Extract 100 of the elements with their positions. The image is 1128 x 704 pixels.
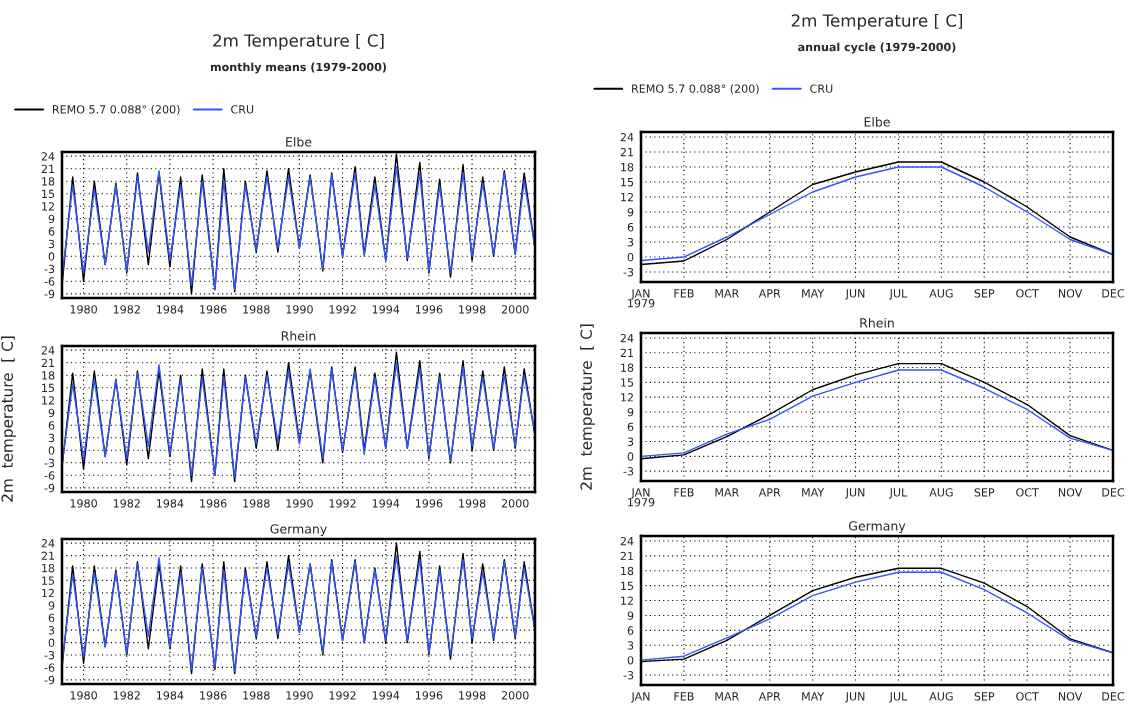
x-tick-label: AUG: [929, 488, 953, 497]
x-tick-label: 1984: [156, 305, 184, 314]
x-tick-label: 1994: [372, 691, 400, 700]
y-tick-label: 3: [627, 641, 634, 650]
x-tick-label: APR: [758, 692, 781, 701]
y-tick-label: 24: [41, 539, 55, 548]
x-tick-label: AUG: [929, 289, 953, 298]
x-tick-label: JUL: [889, 289, 908, 300]
y-tick-label: -3: [44, 650, 55, 660]
y-tick-label: 15: [42, 383, 55, 393]
x-tick-label: 1988: [243, 691, 270, 700]
y-tick-label: 9: [48, 601, 55, 610]
y-tick-label: 6: [48, 613, 55, 623]
x-tick-label: FEB: [674, 289, 694, 298]
x-tick-label: 1980: [70, 499, 97, 508]
x-tick-label: SEP: [974, 692, 995, 701]
x-tick-label: 1992: [329, 691, 356, 700]
x-tick-label: 1994: [372, 305, 400, 314]
y-tick-label: 18: [42, 371, 55, 380]
x-tick-label: 1990: [286, 305, 313, 314]
x-tick-label: 1986: [200, 499, 227, 508]
y-axis-title: 2m temperature [ C]: [580, 324, 595, 490]
y-tick-label: 21: [41, 164, 55, 173]
y-tick-label: 6: [48, 227, 55, 236]
y-tick-label: 3: [48, 626, 55, 635]
y-tick-label: 6: [627, 422, 634, 432]
y-tick-label: 18: [621, 363, 634, 372]
x-tick-label: 1990: [286, 691, 313, 700]
x-tick-label: 1986: [200, 305, 227, 314]
chart-title: Rhein: [281, 330, 316, 341]
x-tick-label: JUN: [845, 692, 865, 703]
y-tick-label: -3: [623, 467, 634, 476]
x-tick-label: JUN: [845, 289, 865, 300]
y-tick-label: 24: [41, 346, 55, 355]
y-tick-label: 0: [627, 452, 634, 461]
x-tick-label: 1982: [113, 499, 140, 508]
y-tick-label: 0: [627, 252, 634, 262]
y-tick-label: 24: [620, 333, 634, 343]
x-tick-label: DEC: [1102, 692, 1125, 701]
y-tick-label: 12: [621, 393, 633, 402]
y-tick-label: 6: [627, 626, 634, 635]
y-tick-label: 0: [48, 638, 55, 647]
x-tick-label: 2000: [501, 691, 529, 700]
x-tick-label: 1988: [243, 305, 270, 314]
y-tick-label: 15: [621, 178, 634, 187]
x-tick-label: DEC: [1102, 488, 1125, 497]
x-tick-label: OCT: [1016, 488, 1039, 497]
x-tick-label: MAY: [802, 488, 825, 497]
x-tick-label: JAN: [630, 692, 650, 703]
x-tick-label: 1992: [329, 499, 356, 508]
y-tick-label: 3: [627, 237, 634, 247]
x-tick-label: MAR: [715, 488, 739, 497]
x-tick-label: JUN: [845, 488, 865, 499]
x-tick-label: 1980: [70, 691, 97, 700]
y-tick-label: 3: [48, 433, 55, 443]
y-tick-label: -6: [44, 663, 55, 672]
y-tick-label: 12: [621, 596, 633, 605]
y-tick-label: -3: [623, 267, 634, 277]
x-tick-label: 1982: [113, 305, 140, 314]
y-tick-label: 12: [42, 202, 54, 211]
y-tick-label: 12: [42, 588, 54, 598]
x-tick-label: 1994: [372, 499, 400, 508]
y-tick-label: 21: [620, 551, 634, 561]
legend-label: CRU: [231, 105, 254, 114]
x-tick-label: 1984: [156, 499, 184, 508]
x-tick-label: OCT: [1016, 692, 1039, 701]
x-tick-label: FEB: [674, 692, 694, 701]
x-tick-label: 2000: [501, 499, 529, 508]
y-tick-label: 18: [621, 162, 634, 172]
y-tick-label: 12: [621, 192, 633, 202]
chart-title: Elbe: [864, 116, 890, 127]
x-tick-label: MAR: [715, 289, 739, 298]
y-tick-label: 9: [627, 207, 634, 217]
text: monthly means (1979-2000): [210, 62, 386, 74]
x-tick-label: APR: [758, 289, 781, 298]
y-tick-label: -9: [44, 483, 55, 493]
y-tick-label: 18: [42, 177, 55, 186]
x-tick-label: JAN 1979: [628, 289, 655, 308]
x-tick-label: MAY: [802, 289, 825, 298]
x-tick-label: JAN 1979: [628, 488, 655, 507]
x-tick-label: MAR: [715, 692, 739, 701]
y-tick-label: -6: [44, 471, 55, 480]
x-tick-label: MAY: [802, 692, 825, 701]
y-tick-label: 24: [620, 132, 634, 142]
y-tick-label: -9: [44, 289, 55, 299]
y-tick-label: 6: [48, 421, 55, 430]
x-tick-label: NOV: [1058, 289, 1083, 298]
x-tick-label: 1992: [329, 305, 356, 314]
y-tick-label: -6: [44, 277, 55, 286]
x-tick-label: NOV: [1058, 488, 1083, 497]
y-tick-label: 3: [627, 437, 634, 446]
y-tick-label: 0: [627, 656, 634, 665]
y-tick-label: 24: [41, 152, 55, 161]
x-tick-label: 1984: [156, 691, 184, 700]
y-tick-label: 21: [620, 348, 634, 357]
x-tick-label: 1988: [243, 499, 270, 508]
y-tick-label: 18: [42, 563, 55, 573]
legend-label: REMO 5.7 0.088° (200): [632, 84, 759, 95]
x-tick-label: SEP: [974, 488, 995, 497]
legend-label: REMO 5.7 0.088° (200): [53, 104, 180, 115]
